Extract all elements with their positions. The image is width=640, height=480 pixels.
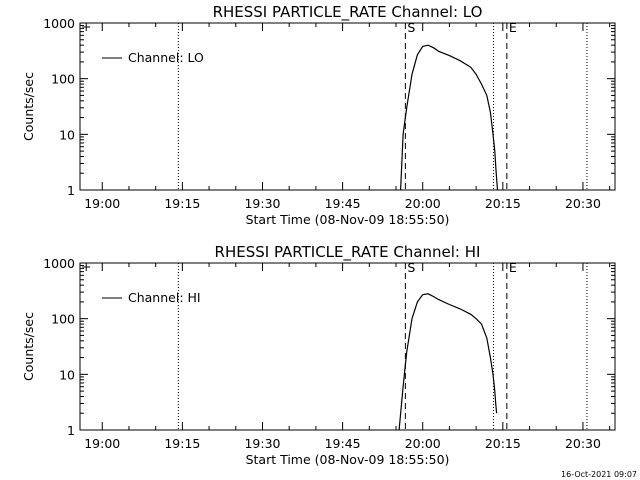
panel-1-y-tick-label: 10	[59, 127, 75, 142]
panel-1-title: RHESSI PARTICLE_RATE Channel: LO	[213, 3, 483, 22]
panel-2-x-tick-label: 19:45	[325, 436, 361, 451]
panel-2-marker-label-E: E	[509, 260, 517, 275]
panel-2-x-tick-label: 20:00	[405, 436, 441, 451]
panel-1-x-tick-label: 19:00	[84, 196, 120, 211]
panel-1-x-tick-label: 20:15	[485, 196, 521, 211]
panel-2-x-tick-label: 20:30	[565, 436, 601, 451]
panel-1-y-tick-label: 100	[51, 72, 75, 87]
panel-2-y-tick-label: 10	[59, 367, 75, 382]
footer-timestamp: 16-Oct-2021 09:07	[561, 470, 637, 479]
panel-1-x-axis-label: Start Time (08-Nov-09 18:55:50)	[246, 212, 450, 227]
panel-1-y-axis-label: Counts/sec	[21, 72, 36, 141]
panel-1-x-tick-label: 20:00	[405, 196, 441, 211]
panel-2-corner-mark: +	[81, 259, 91, 274]
panel-1-x-tick-label: 19:15	[164, 196, 200, 211]
panel-1-y-tick-label: 1	[67, 183, 75, 198]
panel-1-y-tick-label: 1000	[43, 16, 75, 31]
panel-2-y-tick-label: 100	[51, 312, 75, 327]
panel-2-title: RHESSI PARTICLE_RATE Channel: HI	[215, 243, 481, 262]
panel-2-x-tick-label: 19:15	[164, 436, 200, 451]
panel-1-marker-label-S: S	[407, 20, 415, 35]
panel-2-plot-frame	[79, 262, 616, 431]
panel-2-x-tick-label: 19:00	[84, 436, 120, 451]
panel-2-x-tick-label: 20:15	[485, 436, 521, 451]
panel-1-x-tick-label: 19:45	[325, 196, 361, 211]
panel-1-corner-mark: +	[81, 19, 91, 34]
panel-2-y-tick-label: 1000	[43, 256, 75, 271]
panel-2-y-axis-label: Counts/sec	[21, 312, 36, 381]
panel-2-marker-label-S: S	[407, 260, 415, 275]
panel-2-series-line	[398, 293, 498, 431]
panel-1-legend-label: Channel: LO	[128, 50, 204, 65]
panel-2-y-tick-label: 1	[67, 423, 75, 438]
panel-2-legend-label: Channel: HI	[128, 290, 201, 305]
panel-1-marker-label-E: E	[509, 20, 517, 35]
panel-1-series-line	[400, 44, 499, 191]
panel-2-x-axis-label: Start Time (08-Nov-09 18:55:50)	[246, 452, 450, 467]
panel-1-plot-frame	[79, 22, 616, 191]
panel-1-x-tick-label: 20:30	[565, 196, 601, 211]
panel-1-x-tick-label: 19:30	[244, 196, 280, 211]
panel-2-x-tick-label: 19:30	[244, 436, 280, 451]
